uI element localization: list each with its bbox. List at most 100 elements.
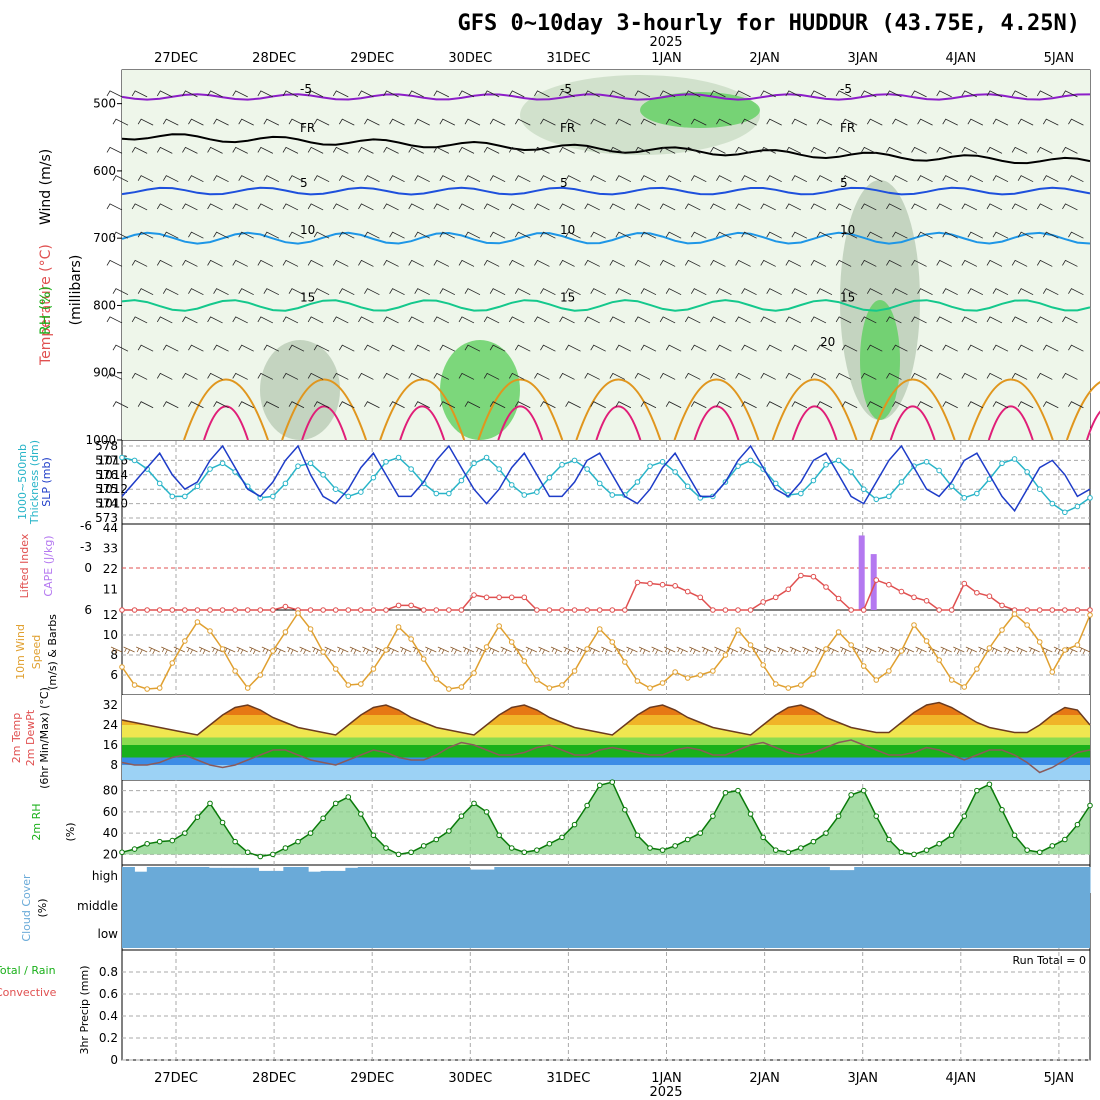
cloud-high-cell bbox=[891, 867, 905, 893]
rh2m-point bbox=[860, 787, 867, 794]
thickness-point bbox=[1062, 509, 1068, 516]
lifted-index-point bbox=[257, 607, 264, 613]
lifted-index-point bbox=[634, 579, 641, 586]
thickness-point bbox=[936, 467, 942, 474]
thickness-point bbox=[182, 493, 188, 500]
wind-barb bbox=[288, 288, 305, 296]
wind-barb bbox=[860, 372, 877, 380]
rh2m-point bbox=[672, 843, 678, 849]
cape-bar bbox=[870, 554, 877, 610]
lifted-index-point bbox=[119, 607, 125, 613]
lifted-index-point bbox=[923, 598, 930, 604]
rh2m-point bbox=[923, 847, 930, 853]
wind-barb bbox=[131, 146, 148, 154]
cloud-row-label: low bbox=[98, 927, 119, 941]
rh2m-point bbox=[1087, 802, 1093, 809]
isotherm-20-arch bbox=[771, 378, 858, 441]
cloud-high-cell bbox=[283, 867, 297, 893]
lifted-index-point bbox=[860, 607, 867, 613]
wind-speed-point bbox=[270, 648, 276, 654]
temp-mask bbox=[122, 695, 1090, 735]
wind-barb bbox=[634, 372, 651, 380]
wind-tick-label: 12 bbox=[103, 608, 118, 622]
wind-barb bbox=[1036, 372, 1053, 380]
wind-barb bbox=[584, 90, 600, 98]
wind-speed-point bbox=[986, 645, 993, 651]
wind-barb bbox=[464, 288, 481, 296]
wind-barb bbox=[106, 316, 123, 324]
wind-barb bbox=[810, 146, 827, 154]
wind-barb bbox=[408, 259, 424, 267]
wind-barb bbox=[615, 344, 632, 352]
wind-barb bbox=[559, 259, 575, 267]
thickness-point bbox=[647, 463, 653, 469]
wind-barb bbox=[710, 146, 726, 154]
wind-barb bbox=[665, 401, 682, 409]
pressure-tick-label: 800 bbox=[93, 298, 116, 312]
date-label-bottom: 27DEC bbox=[154, 1071, 198, 1086]
cloud-high-cell bbox=[246, 867, 260, 893]
rh2m-point bbox=[496, 832, 502, 839]
thickness-point bbox=[471, 460, 477, 467]
wind-speed-point bbox=[370, 666, 377, 672]
cloud-high-cell bbox=[953, 867, 967, 893]
date-label-bottom: 3JAN bbox=[847, 1071, 878, 1086]
wind-barb bbox=[137, 288, 154, 296]
wind-barb bbox=[433, 203, 450, 211]
year-label-bottom: 2025 bbox=[649, 1085, 682, 1100]
lifted-index-point bbox=[521, 594, 528, 601]
date-label-top: 31DEC bbox=[546, 51, 590, 66]
wind-barb bbox=[961, 90, 978, 98]
wind-barb bbox=[263, 175, 280, 183]
wind-barb bbox=[338, 288, 355, 296]
wind-barb bbox=[967, 231, 984, 239]
date-label-bottom: 30DEC bbox=[448, 1071, 492, 1086]
lifted-index-point bbox=[244, 607, 251, 613]
wind-barb bbox=[710, 259, 726, 267]
surface-wind-barb bbox=[915, 646, 927, 655]
wind-barb bbox=[483, 316, 500, 324]
cloud-label-2: (%) bbox=[36, 898, 49, 917]
wind-barb bbox=[609, 203, 626, 211]
wind-barb bbox=[659, 316, 676, 324]
wind-barb bbox=[967, 175, 984, 183]
wind-barb bbox=[313, 231, 330, 239]
lifted-index-point bbox=[622, 607, 628, 613]
wind-barb bbox=[992, 175, 1009, 183]
wind-barb bbox=[1042, 344, 1059, 352]
wind-barb bbox=[182, 372, 198, 380]
wind-barb bbox=[1068, 344, 1084, 352]
wind-barb bbox=[414, 175, 430, 183]
thickness-point bbox=[358, 489, 364, 495]
thickness-point bbox=[496, 466, 502, 472]
lifted-index-point bbox=[458, 607, 465, 613]
wind-barb bbox=[364, 231, 380, 239]
lifted-index-point bbox=[270, 607, 276, 613]
wind-barb bbox=[383, 203, 399, 211]
wind-barb bbox=[458, 203, 475, 211]
rh2m-point bbox=[1049, 843, 1056, 849]
lifted-index-point bbox=[508, 594, 515, 601]
wind-barb bbox=[188, 344, 204, 352]
wind-barb bbox=[860, 203, 877, 211]
surface-wind-barb bbox=[349, 646, 362, 655]
date-label-top: 28DEC bbox=[252, 51, 296, 66]
wind-barb bbox=[615, 401, 632, 409]
cloud-high-cell bbox=[407, 867, 421, 893]
lifted-index-point bbox=[182, 607, 188, 613]
surface-wind-barb bbox=[865, 646, 877, 655]
wind-barb bbox=[383, 90, 399, 98]
wind-barb bbox=[162, 401, 179, 409]
wind-barb bbox=[785, 90, 802, 98]
wind-speed-point bbox=[420, 656, 427, 662]
wind-barb bbox=[263, 231, 280, 239]
rh2m-point bbox=[760, 834, 766, 841]
wind-barb bbox=[313, 288, 330, 296]
wind-barb bbox=[760, 316, 776, 324]
wind-barb bbox=[791, 288, 808, 296]
temp-tick-label: 16 bbox=[103, 738, 118, 752]
wind-barb bbox=[785, 372, 802, 380]
surface-wind-barb bbox=[877, 646, 890, 655]
rh2m-point bbox=[446, 828, 452, 834]
isotherm-label: 5 bbox=[300, 176, 308, 190]
